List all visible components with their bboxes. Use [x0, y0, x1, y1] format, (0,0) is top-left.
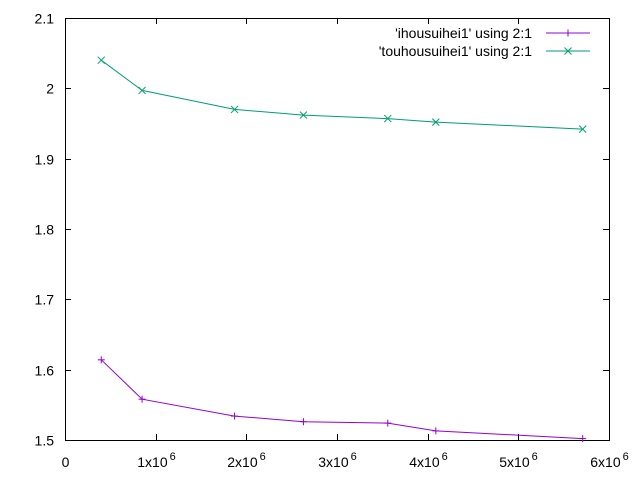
- series-2: [97, 56, 587, 133]
- data-point: [299, 111, 308, 119]
- legend: 'ihousuihei1' using 2:1 'touhousuihei1' u…: [379, 25, 590, 59]
- data-point: [383, 114, 392, 123]
- x-axis: 0 1x10 6 2x10 6 3x10 6 4x10 6 5x10 6 6x10 6: [62, 18, 629, 470]
- y-tick-label: 1.8: [35, 222, 55, 238]
- data-point: [299, 418, 307, 426]
- legend-label: 'ihousuihei1' using 2:1: [395, 25, 532, 41]
- series-1: [97, 356, 587, 443]
- data-point: [384, 419, 392, 427]
- data-point: [97, 356, 105, 364]
- data-point: [231, 412, 239, 420]
- y-tick-label: 1.7: [35, 292, 55, 308]
- series-line: [101, 59, 583, 130]
- series-layer: [97, 56, 587, 443]
- legend-marker: [564, 47, 572, 55]
- data-point: [138, 395, 146, 403]
- data-point: [97, 56, 106, 65]
- series-line: [100, 359, 583, 440]
- x-tick-label: 1x10 6: [137, 451, 175, 470]
- y-tick-label: 1.9: [35, 152, 55, 168]
- data-point: [138, 86, 146, 95]
- x-tick-label: 5x10 6: [499, 451, 537, 470]
- legend-marker: [564, 29, 572, 37]
- y-tick-label: 1.5: [35, 433, 55, 449]
- data-point: [432, 427, 440, 435]
- data-point: [578, 125, 587, 133]
- x-tick-label: 3x10 6: [318, 451, 356, 470]
- data-point: [230, 105, 239, 114]
- x-tick-label: 6x10 6: [590, 451, 628, 470]
- y-axis: 1.5 1.6 1.7 1.8 1.9 2 2.1: [35, 11, 609, 449]
- y-tick-label: 2: [46, 81, 54, 97]
- legend-entry: 'touhousuihei1' using 2:1: [379, 43, 590, 59]
- legend-entry: 'ihousuihei1' using 2:1: [395, 25, 590, 41]
- y-tick-label: 2.1: [35, 11, 55, 27]
- y-tick-label: 1.6: [35, 363, 55, 379]
- x-tick-label: 2x10 6: [227, 451, 265, 470]
- data-point: [431, 118, 440, 126]
- plot-frame: [65, 18, 610, 441]
- x-tick-label: 4x10 6: [409, 451, 447, 470]
- x-tick-label: 0: [62, 454, 70, 470]
- legend-label: 'touhousuihei1' using 2:1: [379, 43, 532, 59]
- data-point: [579, 435, 587, 443]
